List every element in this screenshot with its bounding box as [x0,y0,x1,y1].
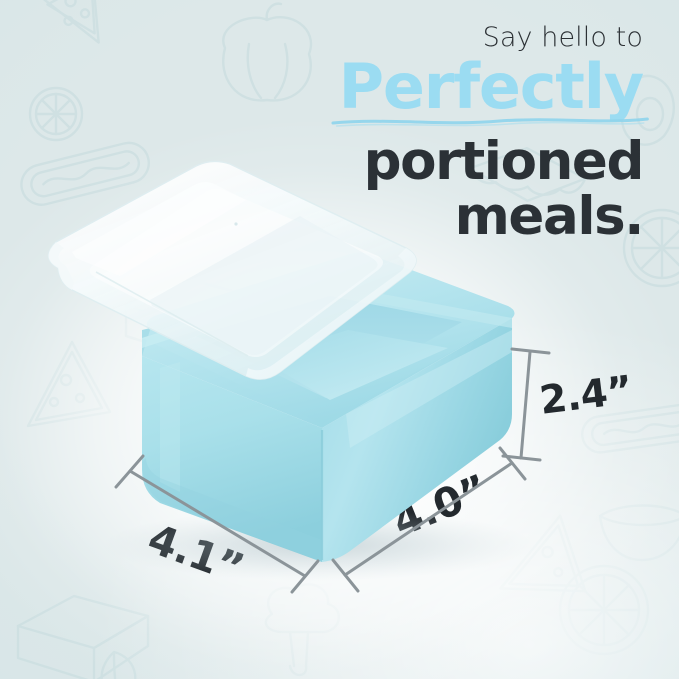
dimension-line-depth [331,446,527,593]
dimension-line-width [114,454,320,594]
headline-block: Say hello to Perfectly portioned meals. [331,22,649,247]
headline-subtitle-line2: meals. [454,185,645,247]
headline-subtitle-line1: portioned [363,130,645,192]
translucent-lid [47,160,417,380]
headline-hero: Perfectly [338,50,645,123]
dimension-line-height [501,347,551,462]
headline-hero-wrap: Perfectly [331,50,649,127]
headline-kicker: Say hello to [482,22,643,53]
headline-underline-stroke [331,117,649,127]
headline-subtitle: portioned meals. [339,130,645,247]
